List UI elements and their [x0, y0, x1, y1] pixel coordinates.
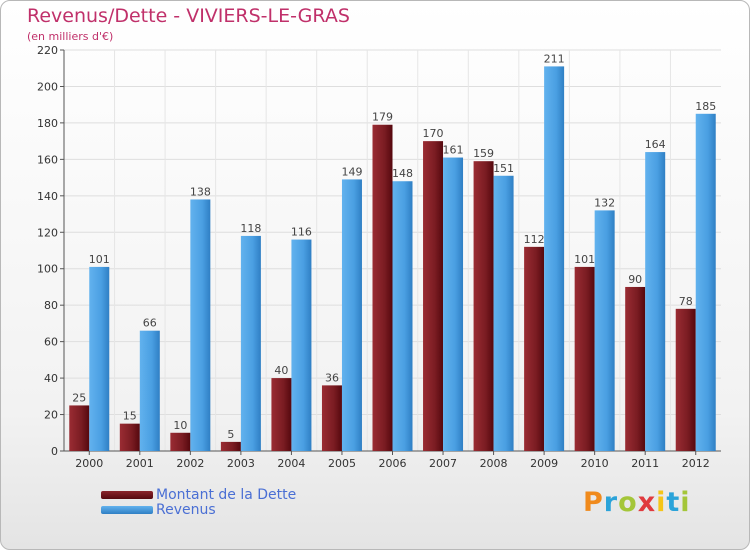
logo-letter: x — [637, 487, 657, 518]
data-label-revenus: 211 — [544, 52, 565, 65]
data-label-revenus: 66 — [143, 317, 157, 330]
x-tick-label: 2001 — [126, 457, 154, 470]
data-label-revenus: 149 — [341, 165, 362, 178]
bar-debt — [119, 423, 140, 451]
bar-debt — [271, 378, 292, 451]
proxiti-logo: Proxiti — [583, 487, 691, 518]
data-label-debt: 36 — [325, 371, 339, 384]
bar-revenus — [594, 210, 615, 451]
data-label-debt: 10 — [173, 419, 187, 432]
x-tick-label: 2003 — [227, 457, 255, 470]
bar-revenus — [544, 66, 565, 452]
legend-label-revenus: Revenus — [156, 502, 216, 518]
data-label-debt: 112 — [524, 233, 545, 246]
data-label-debt: 5 — [227, 428, 234, 441]
bar-revenus — [240, 235, 261, 451]
bar-revenus — [291, 239, 312, 451]
data-label-debt: 25 — [72, 391, 86, 404]
bar-debt — [473, 161, 494, 451]
data-label-revenus: 185 — [695, 100, 716, 113]
bar-debt — [170, 432, 191, 451]
data-label-debt: 170 — [423, 127, 444, 140]
logo-letter: t — [666, 487, 681, 518]
bar-debt — [524, 246, 545, 451]
logo-letter: P — [583, 487, 604, 518]
y-tick-label: 120 — [37, 226, 58, 239]
data-label-revenus: 116 — [291, 226, 312, 239]
bars — [69, 66, 716, 452]
y-tick-label: 180 — [37, 117, 58, 130]
bar-revenus — [139, 330, 160, 451]
data-labels: 25 101 15 66 10 138 5 118 40 116 36 149 179 148 170 161… — [72, 52, 716, 440]
bar-revenus — [392, 181, 413, 451]
bar-debt — [321, 385, 342, 451]
bar-revenus — [443, 157, 464, 452]
y-tick-label: 0 — [51, 445, 58, 458]
x-tick-label: 2000 — [75, 457, 103, 470]
x-tick-label: 2012 — [682, 457, 710, 470]
y-tick-label: 100 — [37, 263, 58, 276]
x-tick-label: 2008 — [480, 457, 508, 470]
y-tick-label: 80 — [44, 299, 58, 312]
data-label-debt: 179 — [372, 111, 393, 124]
data-label-debt: 78 — [679, 295, 693, 308]
bar-debt — [423, 141, 444, 452]
x-tick-label: 2010 — [581, 457, 609, 470]
x-tick-label: 2006 — [379, 457, 407, 470]
data-label-revenus: 118 — [240, 222, 261, 235]
data-label-revenus: 138 — [190, 185, 211, 198]
logo-letter: r — [603, 487, 619, 518]
chart-subtitle: (en milliers d'€) — [27, 30, 114, 43]
bar-revenus — [493, 175, 514, 451]
data-label-debt: 159 — [473, 147, 494, 160]
bar-debt — [675, 308, 696, 451]
y-tick-label: 140 — [37, 190, 58, 203]
data-label-revenus: 148 — [392, 167, 413, 180]
bar-debt — [372, 124, 393, 452]
x-tick-label: 2009 — [530, 457, 558, 470]
x-tick-label: 2004 — [277, 457, 305, 470]
legend-swatch-dette — [101, 491, 153, 499]
y-tick-label: 40 — [44, 372, 58, 385]
bar-debt — [69, 405, 90, 451]
data-label-revenus: 101 — [89, 253, 110, 266]
x-tick-label: 2007 — [429, 457, 457, 470]
logo-letter: i — [680, 487, 691, 518]
data-label-revenus: 161 — [443, 144, 464, 157]
legend-label-dette: Montant de la Dette — [156, 487, 297, 503]
x-tick-label: 2005 — [328, 457, 356, 470]
legend-swatch-revenus — [101, 506, 153, 514]
data-label-revenus: 151 — [493, 162, 514, 175]
bar-debt — [574, 266, 595, 451]
data-label-debt: 101 — [574, 253, 595, 266]
y-tick-label: 220 — [37, 44, 58, 57]
y-tick-label: 200 — [37, 80, 58, 93]
bar-debt — [625, 286, 646, 451]
x-tick-label: 2011 — [631, 457, 659, 470]
y-tick-label: 160 — [37, 153, 58, 166]
data-label-debt: 40 — [274, 364, 288, 377]
x-tick-label: 2002 — [176, 457, 204, 470]
logo-letter: o — [618, 487, 638, 518]
data-label-debt: 90 — [628, 273, 642, 286]
data-label-debt: 15 — [123, 410, 137, 423]
data-label-revenus: 132 — [594, 196, 615, 209]
bar-debt — [220, 441, 241, 451]
bar-revenus — [341, 179, 362, 451]
bar-revenus — [190, 199, 211, 451]
y-tick-label: 20 — [44, 409, 58, 422]
y-tick-label: 60 — [44, 336, 58, 349]
bar-revenus — [695, 113, 716, 451]
chart-title: Revenus/Dette - VIVIERS-LE-GRAS — [27, 5, 350, 27]
bar-revenus — [89, 266, 110, 451]
logo-letter: i — [656, 487, 667, 518]
bar-revenus — [645, 152, 666, 451]
data-label-revenus: 164 — [645, 138, 666, 151]
